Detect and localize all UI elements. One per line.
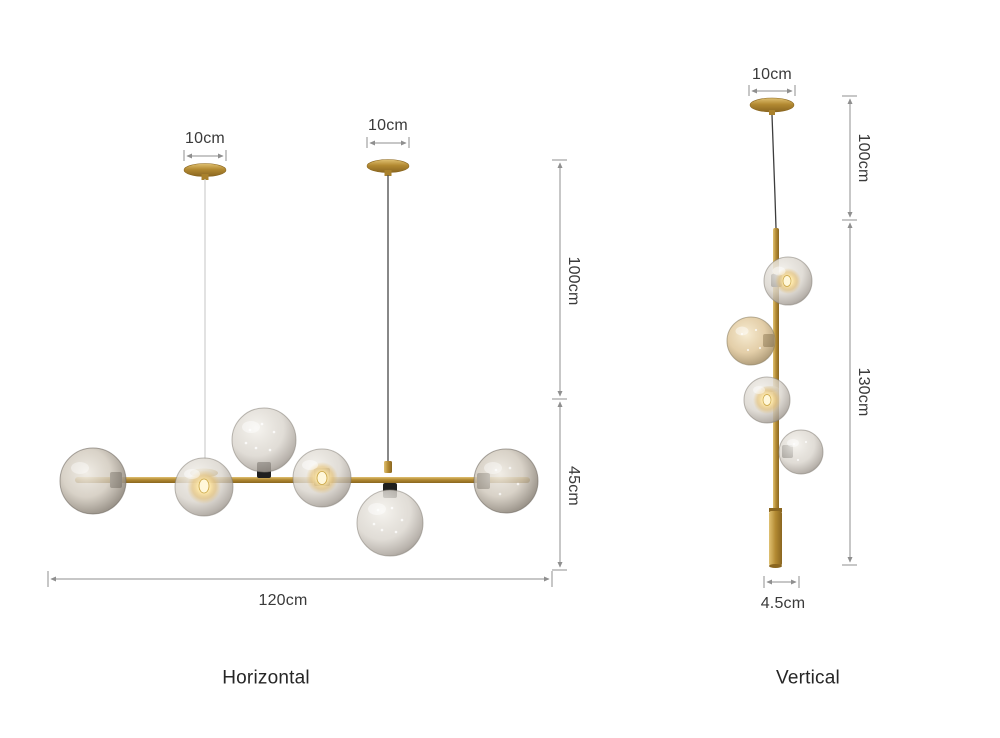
horizontal-canopy1-size-label: 10cm: [185, 130, 225, 147]
vertical-canopy-size-label: 10cm: [752, 66, 792, 83]
glass-globe-lit: [743, 376, 791, 424]
glass-globe-lit: [174, 457, 234, 517]
horizontal-lamp-illustration: [59, 159, 539, 557]
vertical-lamp-illustration: [726, 97, 824, 568]
glass-globe: [356, 483, 424, 557]
horizontal-drop-height-label: 100cm: [565, 256, 582, 306]
horizontal-width-label: 120cm: [258, 592, 308, 609]
horizontal-canopy2-size-label: 10cm: [368, 117, 408, 134]
vertical-base-size-label: 4.5cm: [760, 595, 806, 612]
vertical-drop-height-label: 100cm: [855, 133, 872, 183]
glass-globe: [59, 447, 127, 515]
glass-globe-lit: [292, 448, 352, 508]
ceiling-canopy-1: [183, 163, 227, 180]
glass-globe: [726, 316, 776, 366]
ceiling-canopy-2: [366, 159, 410, 176]
ceiling-canopy: [749, 97, 795, 115]
vertical-fixture-length-label: 130cm: [855, 367, 872, 417]
glass-globe-lit: [763, 256, 813, 306]
cord-connector: [384, 461, 392, 473]
horizontal-caption: Horizontal: [222, 667, 310, 689]
dimension-lines: [47, 85, 857, 588]
glass-globe: [778, 429, 824, 475]
vertical-caption: Vertical: [776, 667, 840, 689]
glass-globe: [473, 448, 539, 514]
suspension-cord: [771, 114, 777, 229]
horizontal-fixture-height-label: 45cm: [565, 466, 582, 506]
glass-globe: [231, 407, 297, 478]
bottom-cylinder: [769, 508, 782, 568]
